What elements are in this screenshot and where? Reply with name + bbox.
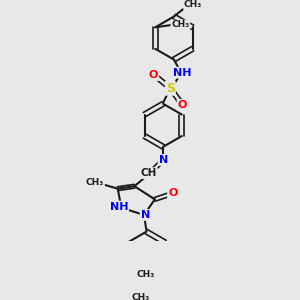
Text: NH: NH (173, 68, 191, 78)
Text: S: S (166, 82, 175, 95)
Text: O: O (149, 70, 158, 80)
Text: CH₃: CH₃ (171, 20, 190, 29)
Text: O: O (178, 100, 187, 110)
Text: CH₃: CH₃ (184, 0, 202, 9)
Text: NH: NH (110, 202, 128, 212)
Text: CH₃: CH₃ (131, 293, 150, 300)
Text: N: N (158, 155, 168, 165)
Text: N: N (141, 210, 150, 220)
Text: O: O (168, 188, 177, 198)
Text: CH₃: CH₃ (86, 178, 104, 187)
Text: CH: CH (141, 168, 157, 178)
Text: CH₃: CH₃ (137, 270, 155, 279)
